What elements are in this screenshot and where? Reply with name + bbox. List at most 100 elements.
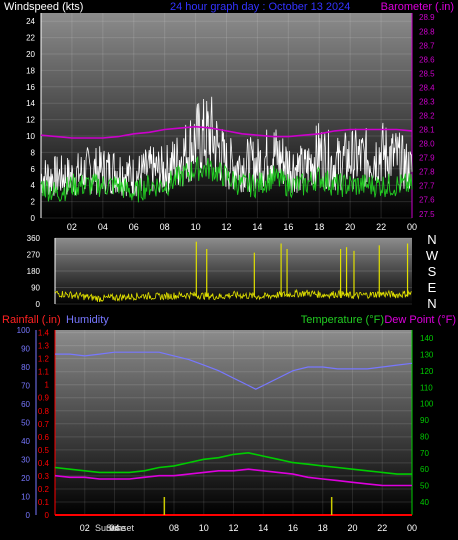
barometer-tick-label: 28.2 [419, 112, 435, 121]
wind-tick-label: 24 [26, 17, 35, 26]
wind-tick-label: 14 [26, 99, 35, 108]
humidity-tick-label: 50 [21, 419, 30, 428]
barometer-tick-label: 27.7 [419, 182, 435, 191]
rainfall-tick-label: 0.2 [38, 485, 50, 494]
wind-x-tick-label: 22 [376, 222, 386, 232]
temperature-series [54, 351, 413, 516]
temperature-x-tick-label: 22 [377, 523, 387, 533]
rainfall-y-axis: 0 0.1 0.2 0.3 0.4 0.5 0.6 0.7 0.8 0.9 1 1.1 1.2 1.3 1.… [38, 329, 50, 520]
temperature-tick-label: 90 [420, 416, 429, 425]
temperature-tick-label: 50 [420, 482, 429, 491]
temperature-tick-label: 110 [420, 383, 433, 392]
humidity-tick-label: 40 [21, 437, 30, 446]
wind-series [40, 96, 413, 203]
compass-n-bottom: N [427, 296, 436, 311]
wind-tick-label: 2 [31, 198, 36, 207]
compass-n-top: N [427, 232, 436, 247]
barometer-tick-label: 28.6 [419, 55, 435, 64]
barometer-tick-label: 28.0 [419, 140, 435, 149]
rainfall-tick-label: 1.3 [38, 342, 50, 351]
wind-x-tick-label: 18 [314, 222, 324, 232]
temperature-x-tick-label: 18 [318, 523, 328, 533]
wind-x-tick-label: 14 [252, 222, 262, 232]
direction-line [54, 288, 412, 303]
temperature-x-tick-label: 20 [347, 523, 357, 533]
barometer-tick-label: 28.9 [419, 13, 435, 22]
wind-x-tick-label: 08 [160, 222, 170, 232]
rainfall-tick-label: 0.3 [38, 472, 50, 481]
temperature-tick-label: 140 [420, 334, 434, 343]
temperature-tick-label: 80 [420, 432, 429, 441]
dewpoint-label: Dew Point (°F) [384, 314, 456, 326]
humidity-y-axis: 0 10 20 30 40 50 60 70 80 90 100 [17, 326, 31, 520]
wind-average-line [40, 155, 413, 203]
rainfall-tick-label: 0 [45, 511, 50, 520]
humidity-tick-label: 10 [21, 493, 30, 502]
wind-tick-label: 18 [26, 66, 35, 75]
humidity-tick-label: 60 [21, 400, 30, 409]
direction-tick-label: 360 [27, 234, 41, 243]
wind-tick-label: 12 [26, 116, 35, 125]
temperature-tick-label: 100 [420, 400, 434, 409]
direction-series [54, 241, 412, 303]
temperature-x-tick-label: 16 [288, 523, 298, 533]
temperature-x-tick-label: 10 [199, 523, 209, 533]
humidity-tick-label: 30 [21, 456, 30, 465]
rainfall-tick-label: 0.4 [38, 459, 50, 468]
rainfall-tick-label: 0.9 [38, 394, 50, 403]
compass-w: W [426, 248, 439, 263]
direction-grid [54, 237, 412, 305]
wind-tick-label: 8 [31, 148, 36, 157]
barometer-label: Barometer (.in) [381, 1, 454, 13]
barometer-tick-label: 27.5 [419, 210, 435, 219]
temperature-x-tick-label: 08 [169, 523, 179, 533]
rainfall-tick-label: 1.4 [38, 329, 50, 338]
barometer-tick-label: 28.1 [419, 126, 435, 135]
rainfall-tick-label: 0.8 [38, 407, 50, 416]
temperature-x-tick-label: 00 [407, 523, 417, 533]
temperature-tick-label: 120 [420, 367, 434, 376]
wind-x-tick-label: 06 [129, 222, 139, 232]
temperature-tick-label: 60 [420, 465, 429, 474]
wind-tick-label: 4 [31, 181, 36, 190]
direction-tick-label: 0 [36, 300, 41, 309]
direction-tick-label: 90 [31, 284, 40, 293]
barometer-tick-label: 27.9 [419, 154, 435, 163]
barometer-tick-label: 28.5 [419, 69, 435, 78]
barometer-tick-label: 28.8 [419, 27, 435, 36]
barometer-tick-label: 28.7 [419, 41, 435, 50]
temperature-tick-label: 40 [420, 498, 429, 507]
humidity-tick-label: 70 [21, 382, 30, 391]
wind-gust-line [40, 96, 413, 197]
compass-labels: N W S E N [426, 232, 439, 311]
temperature-x-tick-label: 02 [80, 523, 90, 533]
rainfall-tick-label: 1.2 [38, 355, 50, 364]
humidity-label: Humidity [66, 314, 109, 326]
compass-e: E [428, 280, 437, 295]
direction-tick-label: 270 [27, 251, 41, 260]
wind-tick-label: 10 [26, 132, 35, 141]
temperature-label: Temperature (°F) [301, 314, 384, 326]
wind-x-tick-label: 12 [221, 222, 231, 232]
humidity-line [55, 351, 413, 390]
wind-tick-label: 0 [31, 214, 36, 223]
wind-x-tick-label: 04 [98, 222, 108, 232]
humidity-tick-label: 20 [21, 474, 30, 483]
wind-x-tick-label: 00 [407, 222, 417, 232]
wind-x-axis: 02 04 06 08 10 12 14 16 18 20 22 00 [67, 222, 417, 232]
rainfall-tick-label: 0.6 [38, 433, 50, 442]
sunset-label: Sunset [106, 523, 135, 533]
wind-x-tick-label: 02 [67, 222, 77, 232]
wind-direction-panel: 0 90 180 270 360 N W S E N [27, 232, 439, 311]
wind-tick-label: 22 [26, 34, 35, 43]
temperature-line [54, 451, 412, 475]
rainfall-label: Rainfall (.in) [2, 314, 61, 326]
dewpoint-line [54, 468, 412, 487]
wind-x-tick-label: 10 [191, 222, 201, 232]
wind-x-tick-label: 16 [283, 222, 293, 232]
humidity-tick-label: 90 [21, 345, 30, 354]
